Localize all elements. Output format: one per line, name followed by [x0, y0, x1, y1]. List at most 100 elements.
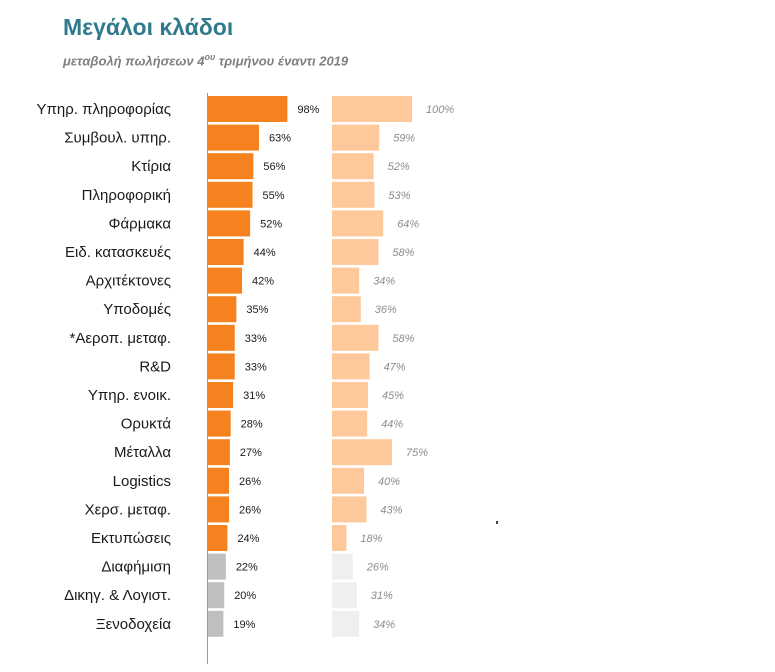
data-label-series2: 59%	[393, 133, 415, 145]
category-label: Φάρμακα	[109, 215, 172, 232]
data-label-series2: 34%	[373, 619, 395, 631]
bar-series2	[332, 296, 361, 323]
bar-series1	[208, 410, 231, 437]
data-label-series2: 31%	[371, 590, 393, 602]
data-label-series1: 42%	[252, 276, 274, 288]
data-label-series2: 75%	[406, 447, 428, 459]
bar-series1	[208, 582, 225, 609]
data-label-series1: 35%	[246, 304, 268, 316]
category-label: Πληροφορική	[82, 187, 171, 204]
subtitle-prefix: μεταβολή πωλήσεων 4	[63, 53, 205, 69]
category-label: Μέταλλα	[114, 444, 171, 461]
bar-series2	[332, 610, 360, 637]
data-label-series2: 26%	[366, 562, 389, 574]
bar-series2	[332, 153, 374, 180]
bar-series1	[208, 267, 243, 294]
bar-series1	[208, 353, 235, 380]
bar-series2	[332, 525, 347, 551]
bar-series2	[332, 467, 364, 494]
data-label-series1: 33%	[245, 333, 267, 345]
data-label-series1: 28%	[241, 419, 263, 431]
bar-series1	[208, 467, 230, 494]
data-label-series1: 26%	[239, 476, 261, 488]
category-label: Διαφήμιση	[101, 559, 171, 576]
bar-series1	[208, 496, 230, 523]
bar-series1	[208, 181, 253, 208]
category-label: Ξενοδοχεία	[96, 616, 171, 633]
bar-series2	[332, 410, 368, 437]
data-label-series2: 64%	[397, 218, 419, 230]
data-label-series1: 20%	[234, 590, 256, 602]
subtitle-suffix: τριμήνου έναντι 2019	[215, 53, 349, 69]
bar-series2	[332, 582, 357, 609]
chart-title: Μεγάλοι κλάδοι	[63, 14, 234, 40]
data-label-series1: 26%	[239, 504, 261, 516]
category-label: Υπηρ. ενοικ.	[88, 387, 171, 404]
data-label-series2: 18%	[360, 533, 382, 545]
data-label-series1: 33%	[245, 361, 267, 373]
bar-series1	[208, 239, 244, 265]
bar-series1	[208, 525, 228, 551]
category-label: Κτίρια	[131, 158, 171, 175]
category-label: Χερσ. μεταφ.	[85, 501, 171, 518]
data-label-series1: 98%	[297, 104, 319, 116]
bar-series2	[332, 210, 384, 237]
category-label: Συμβουλ. υπηρ.	[64, 130, 171, 147]
data-label-series2: 43%	[380, 504, 402, 516]
data-label-series1: 24%	[237, 533, 259, 545]
data-label-series1: 55%	[263, 190, 285, 202]
bar-series2	[332, 124, 380, 151]
category-label: Δικηγ. & Λογιστ.	[64, 587, 171, 604]
data-label-series2: 34%	[373, 276, 395, 288]
category-label: Ειδ. κατασκευές	[65, 244, 171, 261]
category-label: Logistics	[113, 473, 171, 490]
bar-series1	[208, 296, 237, 323]
data-label-series2: 53%	[388, 190, 410, 202]
bar-series2	[332, 382, 368, 408]
subtitle-superscript: ου	[204, 52, 216, 62]
bar-series2	[332, 439, 392, 466]
data-label-series1: 63%	[269, 133, 291, 145]
bar-series2	[332, 496, 367, 523]
data-label-series1: 27%	[240, 447, 262, 459]
category-label: Αρχιτέκτονες	[86, 273, 171, 290]
bar-series1	[208, 439, 230, 466]
bar-series1	[208, 210, 251, 237]
bar-series1	[208, 553, 226, 580]
bar-series2	[332, 324, 379, 351]
bar-series2	[332, 267, 360, 294]
category-label: Εκτυπώσεις	[91, 530, 171, 547]
data-label-series2: 58%	[392, 247, 414, 259]
bar-series2	[332, 353, 370, 380]
data-label-series1: 31%	[243, 390, 265, 402]
bar-series2	[332, 181, 375, 208]
data-label-series2: 40%	[378, 476, 400, 488]
bar-series1	[208, 324, 235, 351]
data-label-series2: 100%	[426, 104, 454, 116]
category-label: R&D	[139, 358, 171, 375]
bar-series2	[332, 553, 353, 580]
category-label: *Αεροπ. μεταφ.	[70, 330, 171, 347]
data-label-series2: 45%	[382, 390, 404, 402]
data-label-series1: 52%	[260, 218, 282, 230]
data-label-series2: 52%	[388, 161, 410, 173]
category-label: Ορυκτά	[121, 416, 172, 433]
chart-subtitle: μεταβολή πωλήσεων 4ου τριμήνου έναντι 20…	[63, 52, 348, 68]
data-label-series2: 58%	[392, 333, 414, 345]
data-label-series2: 36%	[375, 304, 397, 316]
data-label-series1: 44%	[254, 247, 276, 259]
bar-series1	[208, 382, 234, 408]
data-label-series1: 19%	[233, 619, 255, 631]
bar-series2	[332, 239, 379, 265]
category-label: Υπηρ. πληροφορίας	[37, 101, 171, 118]
bar-series1	[208, 153, 254, 180]
data-label-series1: 56%	[263, 161, 285, 173]
data-label-series1: 22%	[236, 562, 258, 574]
bar-series2	[332, 96, 412, 122]
bar-series1	[208, 124, 260, 151]
stray-mark	[496, 521, 498, 524]
data-label-series2: 44%	[381, 419, 403, 431]
data-label-series2: 47%	[384, 361, 406, 373]
bar-series1	[208, 610, 224, 637]
